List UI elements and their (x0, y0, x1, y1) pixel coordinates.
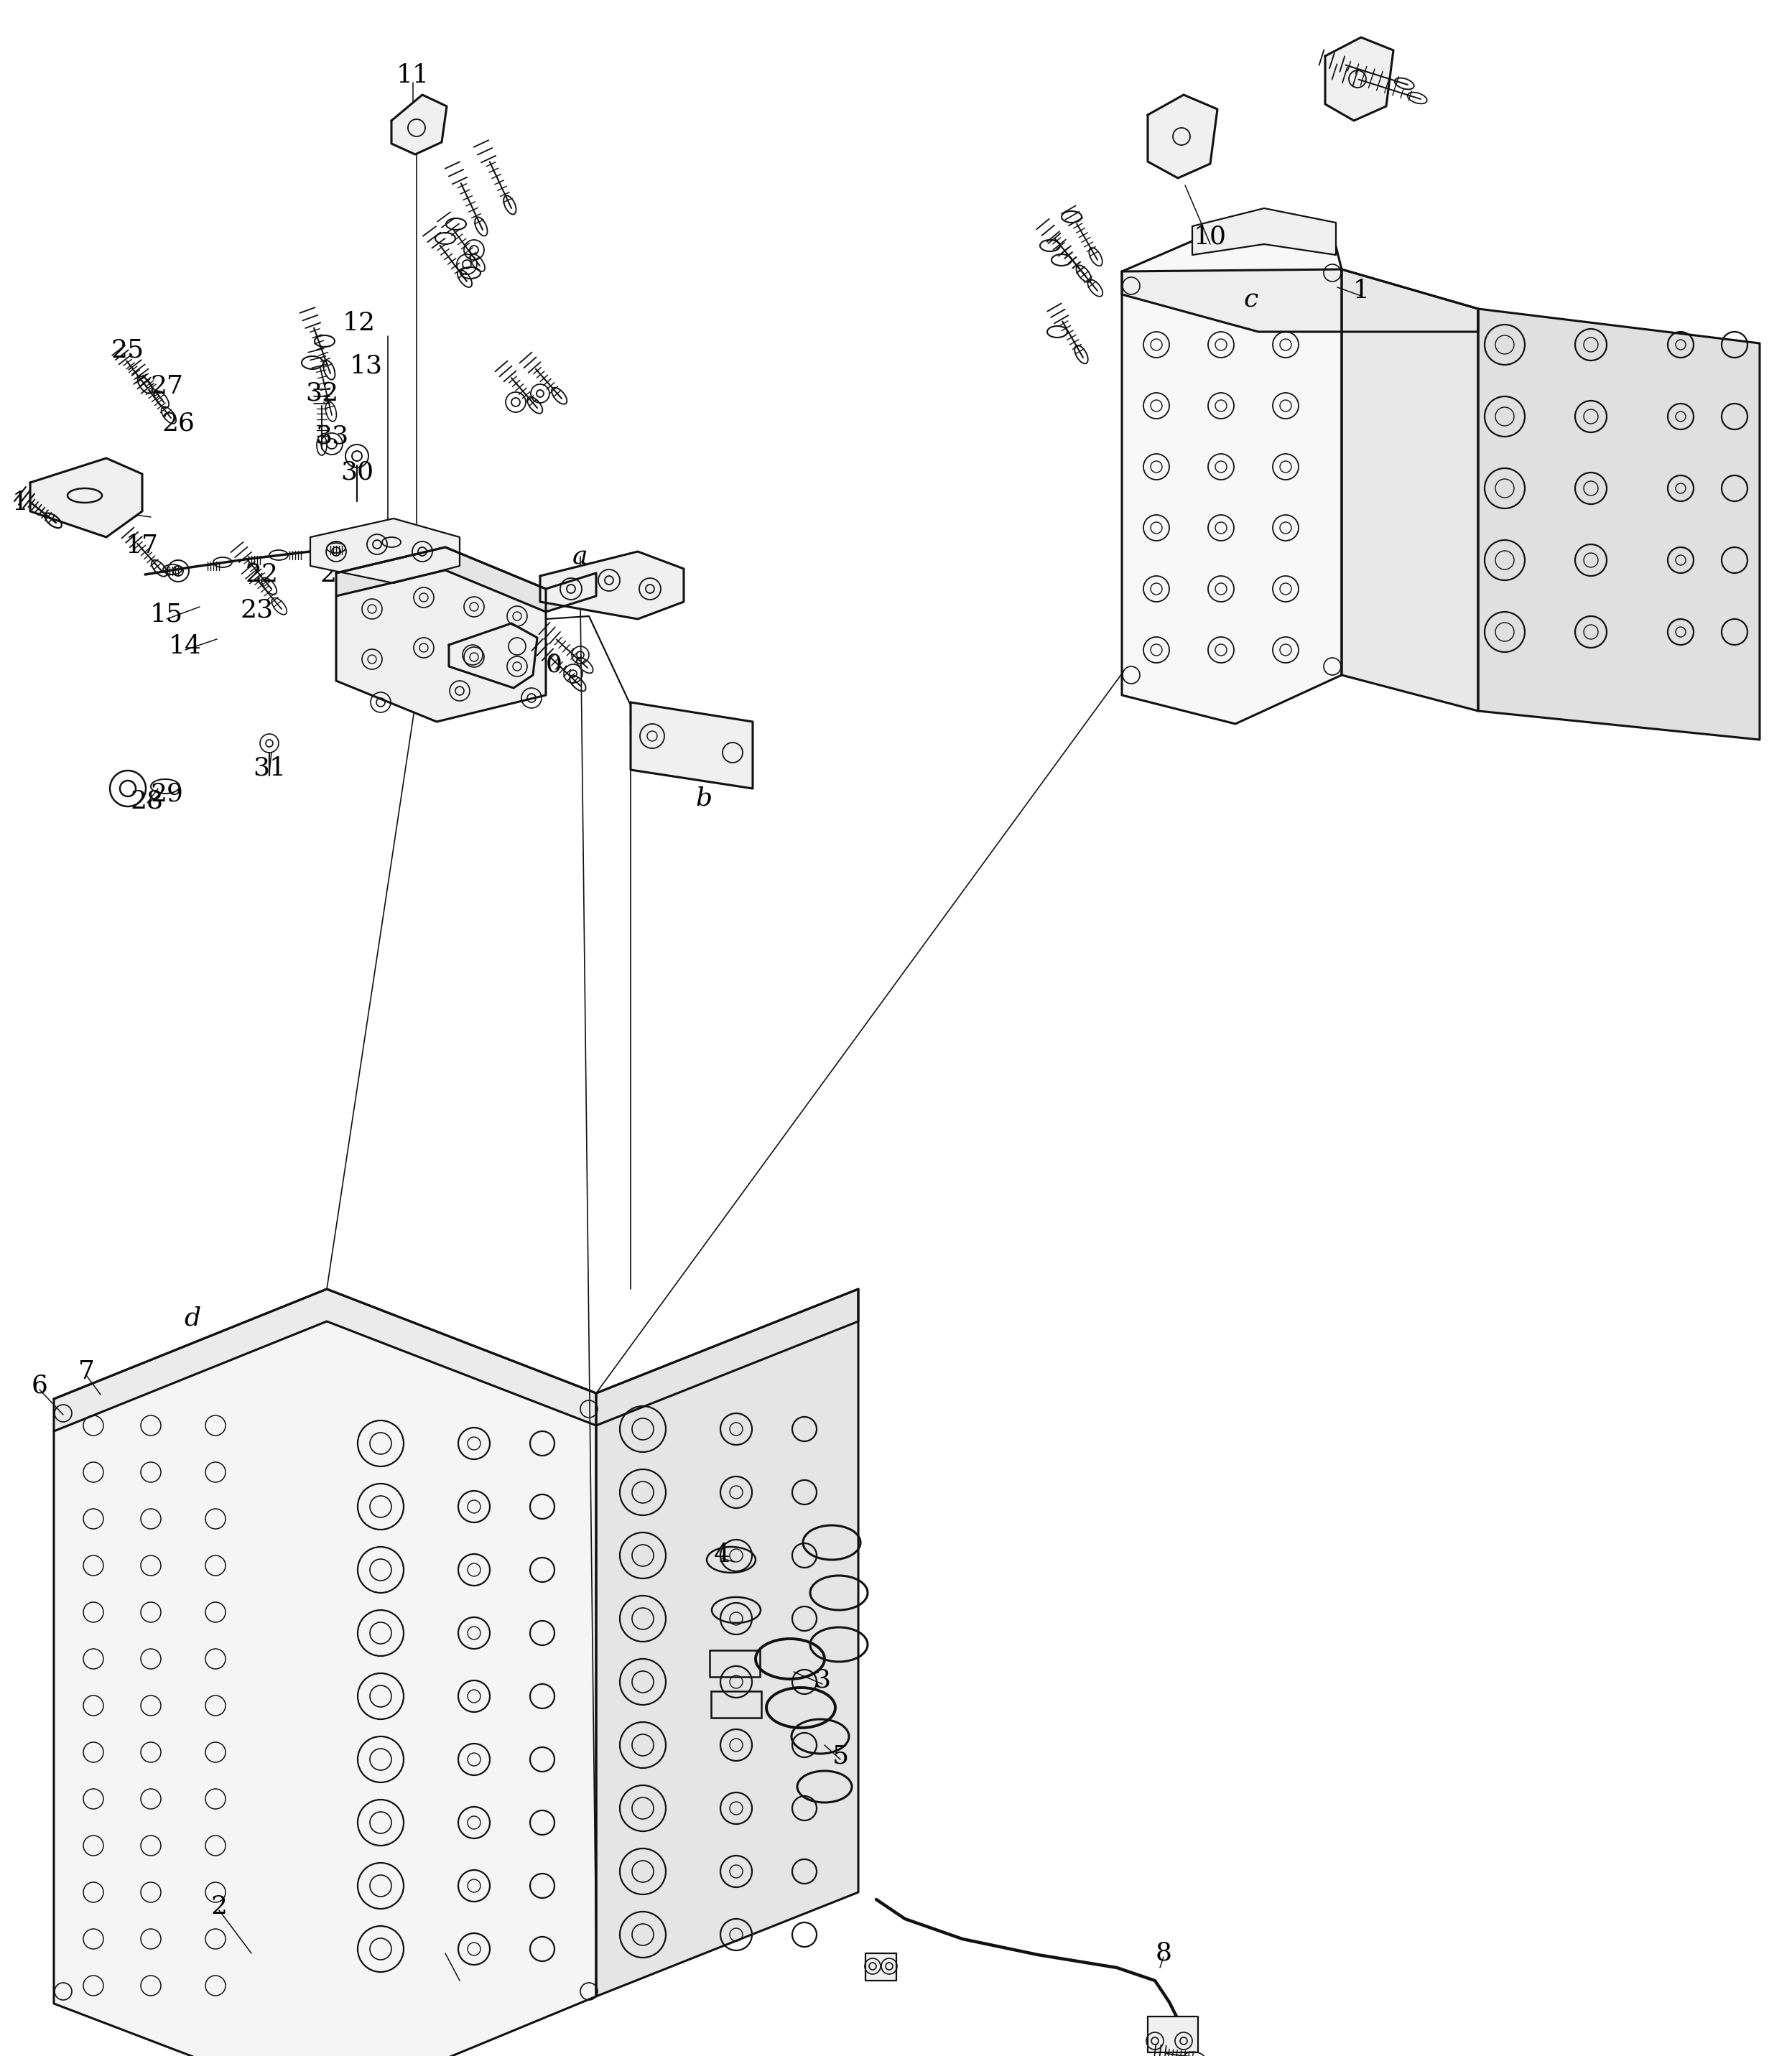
Text: 8: 8 (1156, 1941, 1172, 1966)
Text: b: b (695, 785, 711, 810)
Text: 21: 21 (516, 619, 550, 644)
Text: 20: 20 (529, 652, 563, 676)
Text: 18: 18 (13, 491, 45, 514)
Polygon shape (1147, 95, 1217, 179)
Text: 33: 33 (315, 424, 348, 448)
Text: 5: 5 (831, 1743, 849, 1768)
Bar (711, 1692, 762, 1717)
Polygon shape (54, 1289, 597, 2056)
Text: c: c (1244, 288, 1258, 313)
Text: a: a (573, 545, 588, 570)
Text: 22: 22 (246, 561, 280, 586)
Polygon shape (539, 551, 685, 619)
Text: 19: 19 (482, 656, 516, 681)
Text: 32: 32 (305, 380, 339, 405)
Text: 9: 9 (677, 752, 694, 777)
Text: 14: 14 (168, 633, 202, 658)
Text: 26: 26 (161, 411, 195, 436)
Polygon shape (597, 1289, 858, 1996)
Text: 10: 10 (1193, 224, 1228, 249)
Polygon shape (1324, 37, 1394, 121)
Text: 11: 11 (396, 64, 430, 88)
Bar (710, 1651, 760, 1678)
Text: 2: 2 (211, 1894, 228, 1918)
Text: d: d (185, 1306, 201, 1330)
Text: 27: 27 (151, 374, 183, 399)
Text: 23: 23 (240, 598, 274, 623)
Text: 3: 3 (814, 1667, 831, 1692)
Text: 28: 28 (131, 790, 163, 812)
Polygon shape (54, 1289, 858, 1431)
Polygon shape (1192, 208, 1335, 255)
Polygon shape (1478, 308, 1760, 740)
Polygon shape (1342, 269, 1478, 711)
Text: 29: 29 (151, 781, 183, 806)
Text: 30: 30 (340, 461, 373, 483)
Text: 15: 15 (151, 602, 183, 627)
Polygon shape (1147, 2017, 1199, 2052)
Polygon shape (310, 518, 461, 584)
Text: 24: 24 (319, 561, 353, 586)
Text: 17: 17 (125, 535, 159, 557)
Polygon shape (631, 703, 753, 790)
Polygon shape (337, 547, 597, 613)
Polygon shape (337, 547, 547, 722)
Text: 12: 12 (342, 310, 376, 335)
Text: 6: 6 (30, 1373, 48, 1398)
Polygon shape (866, 1953, 896, 1980)
Polygon shape (1122, 269, 1478, 331)
Text: 7: 7 (79, 1359, 95, 1384)
Text: 25: 25 (111, 339, 145, 362)
Text: 4: 4 (713, 1542, 729, 1567)
Polygon shape (391, 95, 446, 154)
Text: 31: 31 (253, 757, 287, 781)
Polygon shape (30, 458, 142, 537)
Text: 13: 13 (349, 354, 383, 378)
Text: 16: 16 (109, 498, 142, 522)
Polygon shape (1122, 226, 1342, 724)
Text: 1: 1 (1353, 280, 1369, 302)
Polygon shape (450, 623, 538, 689)
